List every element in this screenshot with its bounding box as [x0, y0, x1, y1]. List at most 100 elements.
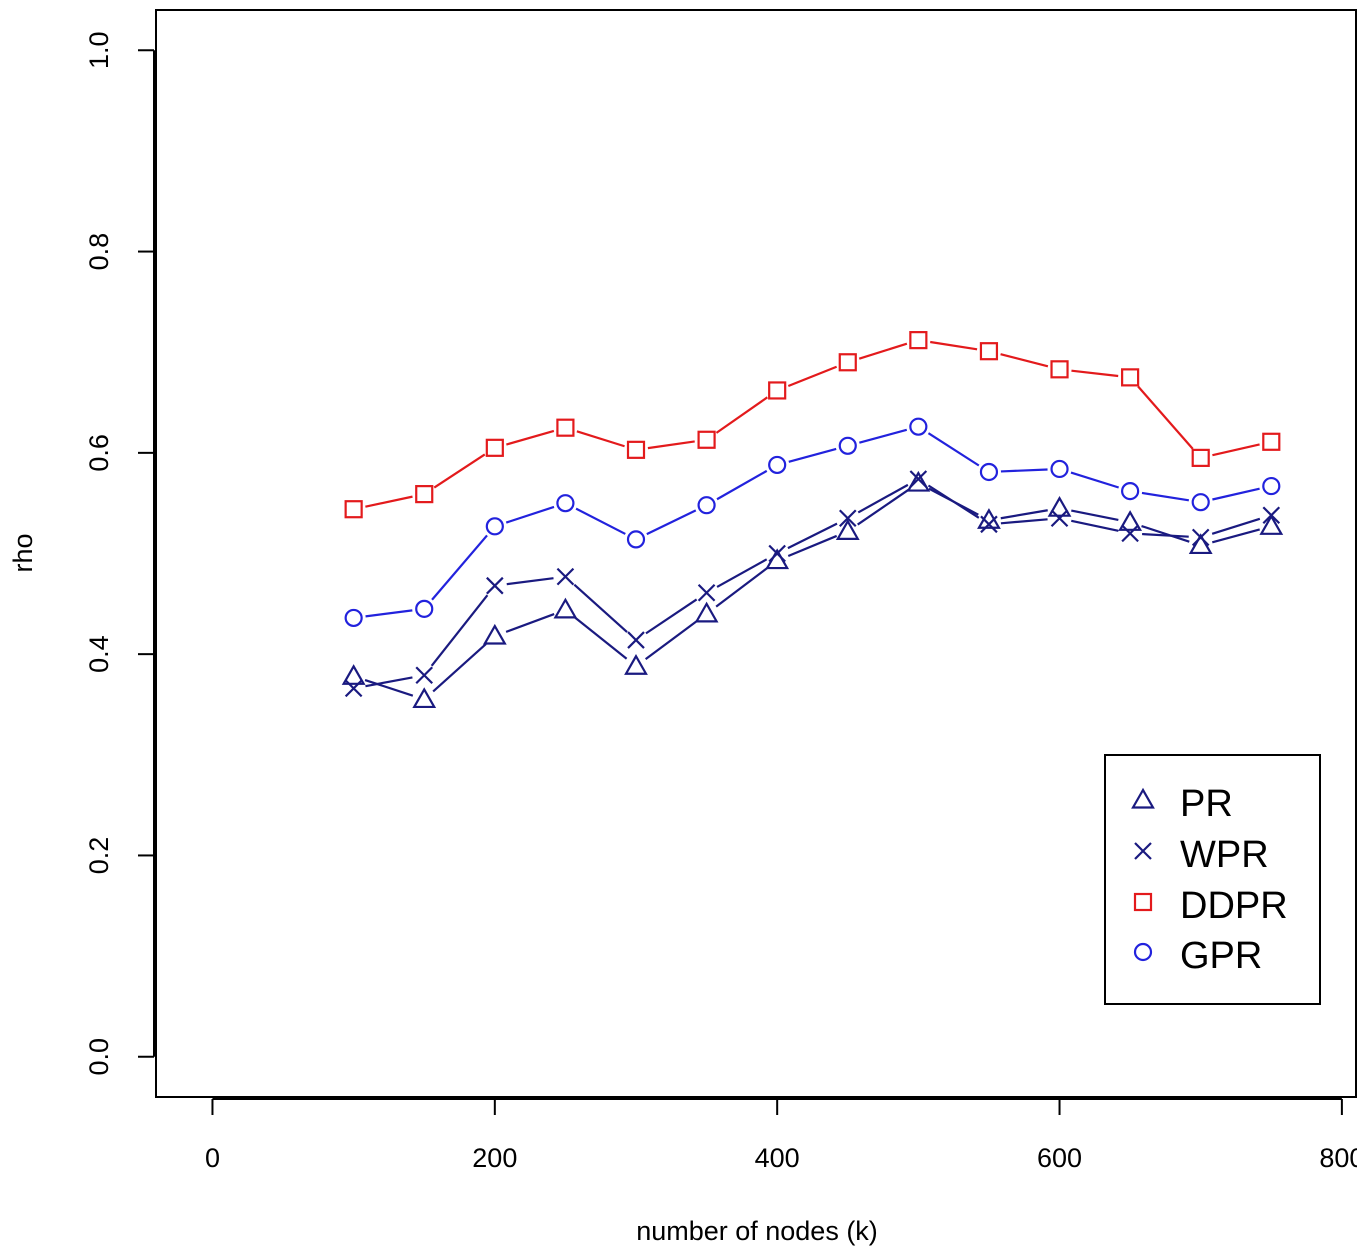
y-tick-label: 1.0	[84, 31, 114, 69]
y-axis-title: rho	[8, 533, 38, 572]
series-wpr-segment	[857, 483, 909, 514]
series-wpr-segment	[1000, 518, 1048, 525]
y-axis: 0.0 0.2 0.4 0.6 0.8 1.0	[84, 31, 155, 1076]
series-wpr-point	[627, 631, 645, 649]
series-ddpr-point	[1050, 360, 1069, 379]
series-wpr-point	[486, 576, 504, 595]
series-gpr-segment	[575, 507, 626, 535]
x-tick-label: 600	[1037, 1143, 1082, 1173]
series-wpr-point	[980, 515, 998, 534]
series-wpr-segment	[645, 598, 698, 635]
series-gpr-segment	[788, 447, 837, 463]
x-tick-label: 400	[755, 1143, 800, 1173]
series-pr-segment	[1000, 509, 1048, 520]
series-ddpr-segment	[1000, 353, 1049, 368]
series-ddpr-point	[626, 440, 646, 459]
series-wpr-segment	[927, 484, 980, 519]
series-wpr-point	[556, 567, 575, 586]
legend-label-gpr: GPR	[1180, 935, 1262, 977]
series-gpr	[344, 417, 1281, 628]
series-ddpr-segment	[858, 342, 908, 360]
series-gpr-segment	[1141, 491, 1190, 502]
series-gpr-point	[415, 599, 434, 618]
series-ddpr-segment	[506, 429, 555, 446]
series-gpr-segment	[431, 534, 488, 601]
series-pr-point	[1259, 514, 1284, 535]
series-gpr-point	[344, 608, 363, 628]
x-tick-label: 800	[1319, 1143, 1357, 1173]
series-pr-segment	[644, 620, 698, 660]
series-pr-point	[624, 654, 648, 675]
series-wpr-point	[415, 666, 434, 685]
series-gpr-segment	[1000, 468, 1048, 473]
legend-marker-ddpr	[1133, 892, 1153, 912]
series-wpr-segment	[430, 594, 489, 667]
series-ddpr-point	[697, 430, 716, 449]
series-wpr-point	[1262, 506, 1281, 525]
series-layer	[341, 331, 1284, 709]
series-wpr-point	[1121, 524, 1139, 543]
series-wpr-point	[1050, 509, 1069, 528]
series-ddpr-point	[768, 381, 787, 400]
series-gpr-point	[1121, 481, 1140, 501]
series-ddpr-point	[909, 331, 928, 350]
series-wpr-segment	[365, 676, 413, 688]
legend-item-pr: PR	[1131, 783, 1233, 825]
series-ddpr-segment	[1071, 369, 1119, 378]
legend-box	[1104, 754, 1321, 1005]
series-gpr-point	[768, 455, 787, 475]
series-ddpr-point	[344, 500, 363, 519]
series-pr-segment	[432, 643, 487, 693]
legend-item-wpr: WPR	[1134, 834, 1269, 876]
series-wpr-point	[1191, 528, 1210, 547]
series-gpr-point	[1050, 459, 1069, 479]
series-ddpr	[344, 331, 1281, 519]
series-gpr-point	[485, 517, 504, 536]
series-wpr-point	[344, 679, 363, 698]
series-wpr-segment	[1142, 532, 1189, 538]
series-pr-segment	[787, 534, 838, 557]
y-tick-label: 0.4	[84, 635, 114, 673]
series-ddpr-segment	[930, 340, 978, 351]
series-pr-point	[1188, 533, 1213, 555]
series-wpr-segment	[716, 558, 768, 588]
legend-label-ddpr: DDPR	[1180, 885, 1288, 927]
series-gpr-point	[697, 496, 716, 515]
x-tick-label: 0	[205, 1143, 220, 1173]
series-pr-point	[1047, 495, 1072, 517]
series-pr-point	[835, 519, 860, 540]
series-pr-segment	[857, 488, 910, 526]
series-wpr-point	[909, 470, 928, 488]
series-gpr-segment	[505, 505, 555, 524]
series-ddpr-segment	[365, 495, 413, 508]
series-wpr	[344, 470, 1281, 698]
legend-item-ddpr: DDPR	[1133, 885, 1288, 927]
x-axis: 0 200 400 600 800	[205, 1098, 1357, 1173]
series-gpr-segment	[927, 432, 980, 467]
series-wpr-point	[697, 583, 716, 602]
series-ddpr-point	[485, 438, 504, 457]
y-tick-label: 0.0	[84, 1038, 114, 1076]
legend-marker-pr	[1131, 787, 1155, 809]
series-ddpr-point	[979, 342, 999, 361]
plot-frame	[155, 9, 1357, 1098]
series-ddpr-point	[415, 485, 434, 504]
series-wpr-segment	[787, 522, 838, 550]
series-gpr-point	[979, 462, 999, 482]
series-pr-point	[412, 687, 437, 709]
series-pr-segment	[505, 613, 555, 633]
series-ddpr-point	[838, 353, 857, 372]
series-wpr-segment	[573, 583, 628, 633]
series-wpr-segment	[1071, 519, 1119, 532]
series-pr-point	[553, 597, 578, 619]
series-pr-segment	[364, 678, 414, 697]
series-ddpr-point	[1191, 448, 1210, 467]
series-wpr-point	[838, 509, 857, 528]
x-axis-title: number of nodes (k)	[636, 1216, 878, 1246]
series-pr-point	[694, 601, 719, 623]
series-ddpr-segment	[787, 365, 838, 388]
series-ddpr-point	[1121, 368, 1140, 387]
series-gpr-point	[909, 417, 928, 436]
